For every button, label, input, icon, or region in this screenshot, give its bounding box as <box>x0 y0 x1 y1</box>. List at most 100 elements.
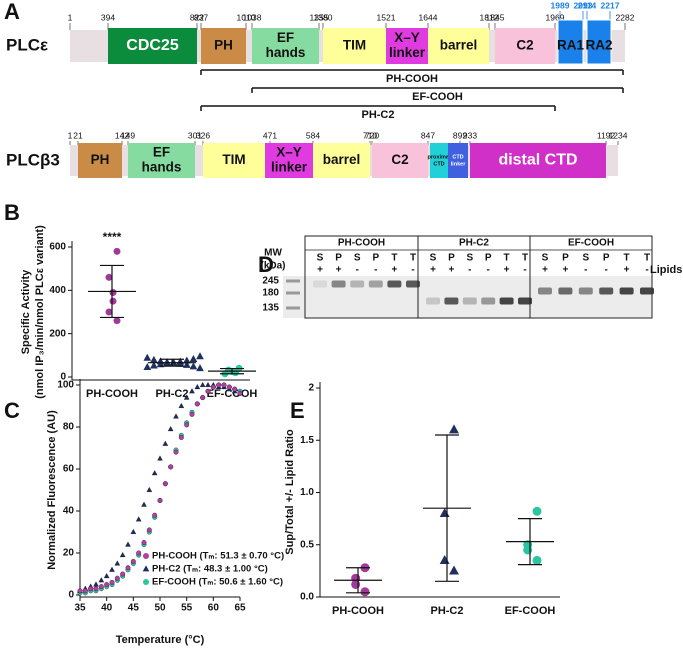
data-point <box>113 247 121 255</box>
domain <box>201 28 246 64</box>
data-point <box>167 426 174 432</box>
lipid-sign: + <box>542 265 548 276</box>
data-point <box>135 516 142 522</box>
legend-marker <box>143 579 149 585</box>
y-tick-label: 2 <box>308 383 314 394</box>
data-point <box>109 566 115 572</box>
data-point <box>141 501 147 507</box>
lane-label: P <box>603 253 610 264</box>
x-tick-label: 55 <box>181 603 193 614</box>
domain <box>495 28 555 64</box>
residue-number: 2114 <box>578 0 597 10</box>
data-point <box>237 390 243 396</box>
lane-label: T <box>644 253 650 264</box>
y-tick-label: 0 <box>68 590 74 601</box>
group-name: PH-C2 <box>459 238 489 249</box>
construct-label: PH-C2 <box>361 109 394 121</box>
lipid-sign: - <box>645 265 648 276</box>
residue-number: 21 <box>73 130 83 140</box>
data-point <box>120 571 126 577</box>
lane-label: P <box>372 253 379 264</box>
lane-label: P <box>485 253 492 264</box>
lipids-label: Lipids <box>650 264 682 276</box>
lipid-sign: + <box>336 265 342 276</box>
lipid-sign: - <box>487 265 490 276</box>
domain-label: EF <box>277 30 294 45</box>
domain-label: hands <box>142 160 182 175</box>
gel-band <box>368 280 383 288</box>
x-tick-label: PH-C2 <box>430 605 463 617</box>
gel-band <box>518 297 532 305</box>
domain-label: RA1 <box>557 38 584 53</box>
domain <box>430 143 448 178</box>
legend-label: PH-C2 (Tₘ: 48.3 ± 1.00 °C) <box>152 564 268 575</box>
ladder-band <box>286 291 300 295</box>
mw-marker: 180 <box>262 288 279 299</box>
gel-band <box>350 280 365 288</box>
data-point <box>150 361 158 369</box>
data-point <box>360 587 370 597</box>
ladder-band <box>286 279 300 283</box>
residue-number: 1521 <box>377 12 396 22</box>
lipid-sign: - <box>411 265 414 276</box>
data-point <box>189 362 198 370</box>
residue-number: 837 <box>194 12 208 22</box>
x-tick-label: 45 <box>128 603 140 614</box>
data-point <box>113 317 121 325</box>
lane-label: S <box>317 253 324 264</box>
gel-band <box>578 287 593 295</box>
data-point <box>449 565 459 575</box>
lipid-sign: - <box>468 265 471 276</box>
data-point <box>109 579 115 585</box>
domain-label: CDC25 <box>126 37 179 54</box>
y-tick-label: 20 <box>63 548 75 559</box>
residue-number: 1355 <box>310 12 329 22</box>
legend-marker <box>142 565 150 572</box>
data-point <box>189 388 195 394</box>
legend-label: EF-COOH (Tₘ: 50.6 ± 1.60 °C) <box>152 577 283 588</box>
x-tick-label: 50 <box>154 603 166 614</box>
gel-band <box>313 280 327 288</box>
x-tick-label: 65 <box>234 603 246 614</box>
data-point <box>114 560 121 566</box>
domain <box>252 28 319 64</box>
residue-number: 1 <box>68 12 73 22</box>
y-tick-label: 1.0 <box>300 487 314 498</box>
data-point <box>162 440 169 446</box>
data-point <box>173 449 179 455</box>
y-axis-label: Normalized Fluorescence (AU) <box>46 410 58 570</box>
residue-number: 720 <box>365 130 379 140</box>
data-point <box>105 273 113 281</box>
domain <box>557 19 584 65</box>
residue-number: 2093 <box>574 0 593 10</box>
data-point <box>205 388 211 394</box>
gel-band <box>619 287 634 295</box>
domain-label: proximal <box>428 154 451 160</box>
domain <box>448 143 468 178</box>
data-point <box>189 355 198 363</box>
data-point <box>182 356 191 364</box>
lane-label: P <box>562 253 569 264</box>
domain-label: PH <box>214 38 233 53</box>
legend-marker <box>143 553 149 559</box>
residue-number: 394 <box>101 12 115 22</box>
x-axis-label: Temperature (°C) <box>116 634 205 646</box>
y-axis-label: Sup/Total +/- Lipid Ratio <box>284 429 296 555</box>
data-point <box>196 364 204 372</box>
residue-number: 2282 <box>616 12 635 22</box>
residue-number: 1845 <box>486 12 505 22</box>
lipid-sign: - <box>584 265 587 276</box>
domain-label: linker <box>389 45 426 60</box>
lane-label: S <box>542 253 549 264</box>
residue-number: 1010 <box>237 12 256 22</box>
residue-number: 1192 <box>597 130 616 140</box>
data-point <box>114 575 120 581</box>
data-point <box>232 369 239 377</box>
data-point <box>182 360 191 368</box>
group-box <box>529 235 653 319</box>
gel-band <box>426 297 440 305</box>
lane-label: T <box>410 253 416 264</box>
data-point <box>157 455 163 461</box>
data-point <box>173 413 179 419</box>
